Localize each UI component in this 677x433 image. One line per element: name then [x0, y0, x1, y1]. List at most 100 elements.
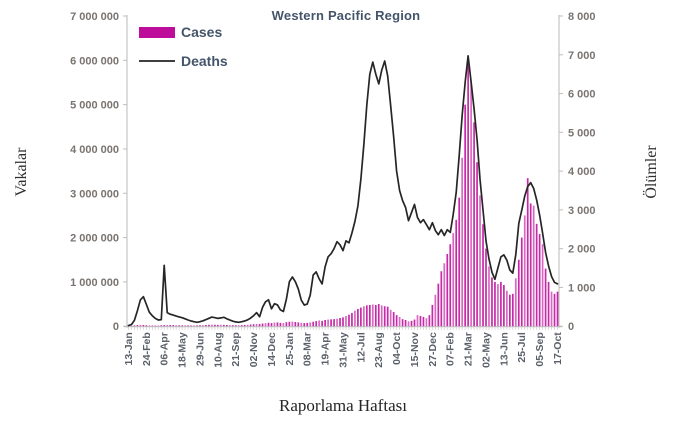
x-axis-tick-label: 02-Nov — [248, 332, 260, 367]
cases-bar — [485, 248, 487, 327]
cases-bar — [193, 325, 195, 327]
cases-bar — [476, 162, 478, 327]
cases-bar — [443, 263, 446, 327]
cases-bar — [169, 325, 172, 327]
cases-bar — [458, 197, 461, 327]
right-axis-tick-label: 7 000 — [568, 50, 596, 62]
cases-bar — [348, 314, 350, 327]
left-axis-tick-label: 7 000 000 — [70, 11, 119, 23]
cases-bar — [321, 320, 323, 327]
cases-bar — [392, 312, 395, 327]
x-axis-tick-label: 10-Aug — [212, 332, 224, 368]
cases-bar — [163, 325, 166, 327]
cases-bar — [196, 325, 198, 327]
x-axis-tick-label: 15-Nov — [409, 332, 421, 367]
x-axis-tick-label: 21-Mar — [463, 332, 475, 366]
cases-bar — [398, 316, 401, 327]
cases-bar — [389, 309, 392, 327]
cases-bar — [413, 319, 416, 327]
cases-bar — [255, 323, 258, 327]
cases-bar — [351, 312, 353, 327]
cases-bar — [175, 325, 178, 327]
cases-bar — [520, 237, 523, 327]
cases-bar — [297, 322, 300, 327]
cases-bar — [282, 323, 285, 327]
cases-bar — [523, 215, 526, 327]
cases-bar — [258, 324, 261, 327]
cases-bar — [395, 315, 398, 327]
x-axis-tick-label: 25-Jul — [516, 332, 528, 362]
legend-item-deaths: Deaths — [139, 51, 228, 71]
cases-bar — [541, 244, 544, 327]
cases-bar — [160, 325, 163, 327]
cases-bar — [473, 122, 475, 327]
cases-bar — [267, 322, 270, 327]
cases-bar — [553, 293, 556, 327]
cases-bar — [264, 323, 267, 327]
right-axis-tick-label: 5 000 — [568, 127, 596, 139]
cases-bars-series — [130, 60, 559, 327]
cases-bar — [246, 324, 249, 327]
cases-bar — [467, 60, 469, 327]
x-axis-title: Raporlama Haftası — [279, 396, 407, 415]
cases-bar — [327, 319, 329, 327]
cases-bar — [279, 322, 282, 327]
cases-bar — [333, 319, 335, 327]
cases-bar — [446, 253, 449, 327]
cases-bar — [288, 321, 291, 327]
cases-bar — [345, 316, 347, 327]
cases-bar — [556, 291, 559, 327]
right-axis-tick-label: 2 000 — [568, 244, 596, 256]
cases-bar — [303, 323, 306, 327]
left-axis-tick-label: 1 000 000 — [70, 277, 119, 289]
cases-bar — [219, 324, 222, 327]
cases-bar — [231, 325, 234, 327]
cases-bar — [228, 325, 231, 327]
cases-bar — [190, 325, 192, 327]
x-axis-tick-label: 21-Sep — [230, 332, 242, 366]
cases-bar — [449, 244, 452, 327]
right-axis-tick-label: 6 000 — [568, 89, 596, 101]
cases-bar — [401, 319, 404, 327]
cases-bar — [437, 283, 440, 327]
deaths-legend-swatch-icon — [139, 59, 175, 63]
cases-bar — [336, 318, 338, 327]
cases-bar — [130, 325, 133, 327]
cases-bar — [252, 324, 255, 327]
cases-bar — [410, 320, 413, 327]
cases-bar — [222, 324, 225, 327]
cases-bar — [178, 325, 180, 327]
cases-bar — [342, 317, 344, 327]
right-axis-tick-label: 1 000 — [568, 282, 596, 294]
x-axis-tick-label: 25-Jan — [284, 332, 296, 365]
left-axis-tick-label: 3 000 000 — [70, 188, 119, 200]
cases-bar — [500, 281, 502, 327]
cases-bar — [243, 325, 246, 327]
cases-bar — [309, 322, 312, 327]
cases-bar — [202, 325, 204, 327]
cases-bar — [208, 324, 210, 327]
x-axis-tick-label: 24-Feb — [141, 332, 153, 366]
cases-bar — [371, 304, 374, 327]
chart-title: Western Pacific Region — [271, 8, 421, 23]
cases-bar — [339, 318, 341, 327]
left-axis-tick-label: 5 000 000 — [70, 100, 119, 112]
cases-bar — [506, 290, 508, 327]
cases-bar — [300, 322, 303, 327]
cases-bar — [547, 281, 550, 327]
cases-bar — [199, 325, 201, 327]
legend: Cases Deaths — [139, 22, 228, 80]
cases-bar — [461, 157, 464, 327]
right-axis-tick-label: 4 000 — [568, 166, 596, 178]
left-axis-tick-label: 2 000 000 — [70, 233, 119, 245]
cases-bar — [306, 322, 309, 327]
cases-bar — [187, 325, 189, 327]
right-axis-tick-label: 0 — [568, 321, 574, 333]
cases-bar — [363, 306, 365, 327]
x-axis-tick-label: 29-Jun — [194, 332, 206, 366]
cases-bar — [205, 324, 207, 327]
cases-bar — [172, 325, 175, 327]
left-axis-title: Vakalar — [13, 147, 30, 197]
